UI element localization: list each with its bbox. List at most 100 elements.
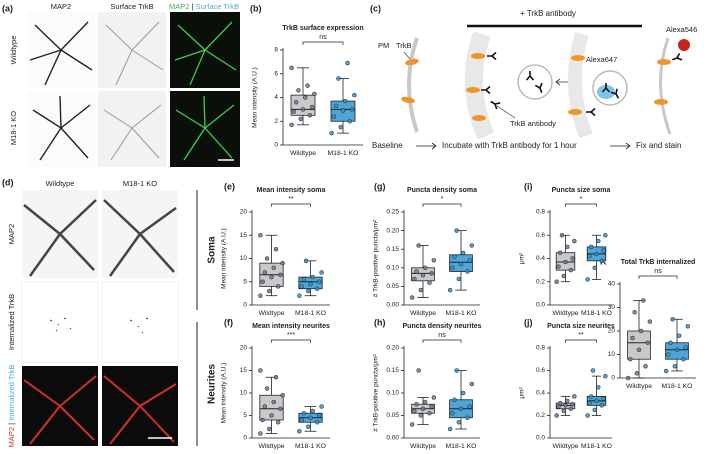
data-point: [262, 404, 268, 409]
significance: *: [580, 196, 583, 203]
data-point: [685, 324, 691, 329]
y-tick-label: 10: [608, 351, 616, 358]
data-point: [303, 258, 309, 264]
antibody: [534, 82, 546, 95]
data-point: [273, 246, 279, 252]
data-point: [452, 254, 457, 259]
data-point: [594, 398, 599, 404]
x-tick-label: M18-1 KO: [295, 310, 326, 317]
data-point: [601, 396, 606, 401]
y-tick-label: 0: [274, 142, 278, 149]
chart-title: Mean intensity neurites: [252, 323, 330, 330]
data-point: [264, 256, 270, 261]
data-point: [638, 328, 644, 334]
data-point: [565, 398, 570, 404]
y-axis-label: # TrkB-positive puncta/μm²: [373, 219, 380, 297]
data-point: [568, 267, 574, 273]
y-tick-label: 0.6: [536, 367, 545, 374]
significance-bracket: [565, 203, 597, 207]
data-point: [469, 381, 475, 387]
data-point: [572, 394, 577, 399]
data-point: [258, 293, 263, 298]
diagram-label: TrkB: [396, 41, 412, 50]
neuron: [29, 21, 93, 86]
x-tick-label: M18-1 KO: [446, 443, 477, 450]
data-point: [454, 228, 459, 233]
label-part: Internalized TrkB: [7, 365, 16, 421]
box: [627, 330, 651, 360]
data-point: [409, 422, 415, 427]
x-tick-label: Wildtype: [552, 443, 578, 450]
y-tick-label: 20: [240, 345, 248, 352]
data-point: [561, 408, 566, 414]
data-point: [565, 244, 570, 250]
data-point: [588, 244, 594, 250]
y-tick-label: 0.00: [386, 302, 399, 309]
step: Incubate with TrkB antibody for 1 hour: [442, 141, 577, 150]
chart-title: Mean intensity soma: [257, 187, 326, 194]
label-part: |: [7, 423, 16, 425]
data-point: [319, 404, 324, 409]
panel-label: (a): [2, 3, 13, 13]
data-point: [557, 400, 563, 406]
data-point: [289, 122, 294, 128]
micrograph: [21, 281, 99, 363]
significance: ***: [287, 332, 295, 339]
step: Fix and stain: [636, 141, 681, 150]
puncta: [49, 317, 72, 332]
data-point: [303, 95, 308, 100]
data-point: [333, 103, 339, 109]
data-point: [594, 251, 599, 257]
data-point: [269, 274, 274, 280]
data-point: [465, 269, 470, 274]
data-point: [275, 284, 281, 289]
y-tick-label: 0.20: [386, 345, 399, 352]
data-point: [297, 293, 302, 298]
significance-bracket: [638, 275, 678, 279]
label-part: |: [192, 2, 194, 11]
data-point: [666, 352, 671, 357]
data-point: [590, 368, 596, 373]
data-point: [570, 256, 575, 261]
data-point: [647, 319, 653, 324]
data-point: [347, 119, 353, 124]
neuron: [103, 199, 177, 277]
antibody: [585, 107, 596, 117]
significance: **: [578, 332, 584, 339]
data-point: [450, 265, 455, 271]
y-tick-label: 15: [240, 232, 248, 239]
row-label: Wildtype: [9, 36, 18, 65]
label-part: MAP2: [7, 427, 16, 447]
data-point: [301, 277, 307, 282]
diagram-label: + TrkB antibody: [520, 9, 576, 18]
y-tick-label: 0.15: [386, 246, 399, 253]
box: [259, 394, 284, 421]
y-tick-label: 40: [608, 281, 616, 288]
label-part: MAP2: [169, 2, 189, 11]
antibody: [670, 52, 683, 64]
micrographs-d: [21, 190, 179, 446]
data-point: [308, 281, 313, 287]
data-point: [331, 114, 337, 119]
data-point: [299, 284, 304, 289]
data-point: [456, 420, 462, 425]
data-point: [412, 276, 417, 282]
significance-bracket: [422, 339, 462, 343]
data-point: [416, 368, 421, 373]
x-tick-label: Wildtype: [410, 310, 436, 317]
alexa546-dot: [678, 39, 690, 51]
x-tick-label: Wildtype: [290, 150, 316, 157]
column-header: MAP2: [51, 2, 71, 11]
column-header: M18-1 KO: [123, 179, 157, 188]
y-tick-label: 4: [274, 94, 278, 101]
panel-label: (i): [524, 181, 533, 191]
panel-label: (g): [374, 181, 386, 191]
data-point: [427, 411, 432, 416]
y-axis-label: Mean intensity (A.U.): [221, 228, 228, 289]
data-point: [418, 287, 424, 293]
data-point: [460, 250, 466, 256]
data-point: [317, 279, 322, 284]
data-point: [599, 403, 605, 408]
x-tick-label: M18-1 KO: [446, 310, 477, 317]
neuron: [103, 104, 162, 161]
